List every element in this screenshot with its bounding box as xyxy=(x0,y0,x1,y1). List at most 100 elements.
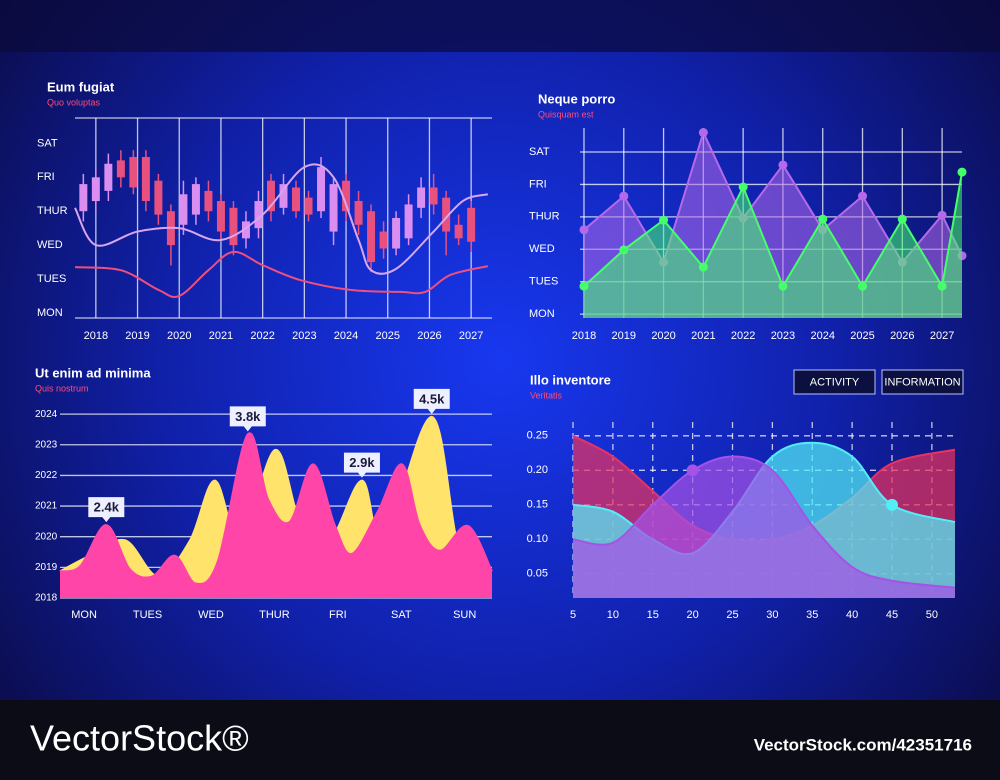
chart-title: Illo inventore xyxy=(530,372,611,387)
y-tick-label: MON xyxy=(529,308,555,320)
candle-body xyxy=(304,197,313,215)
line xyxy=(74,250,489,298)
y-tick-label: 2024 xyxy=(35,409,58,420)
y-tick-label: 0.05 xyxy=(527,568,548,580)
candle-body xyxy=(329,184,338,232)
y-tick-label: THUR xyxy=(529,211,560,223)
marker xyxy=(579,225,589,235)
marker xyxy=(937,210,947,220)
candle-body xyxy=(241,221,250,239)
candle-body xyxy=(91,177,100,202)
marker xyxy=(619,245,629,255)
y-tick-label: 0.15 xyxy=(527,499,548,511)
marker xyxy=(738,182,748,192)
y-tick-label: 2022 xyxy=(35,470,58,481)
candle-body xyxy=(367,211,376,263)
y-tick-label: MON xyxy=(37,307,63,319)
x-tick-label: 2022 xyxy=(731,330,755,342)
x-tick-label: 2022 xyxy=(250,330,274,342)
candle-body xyxy=(317,167,326,212)
x-tick-label: 2020 xyxy=(167,330,191,342)
x-tick-label: SAT xyxy=(391,609,412,621)
candle-body xyxy=(429,187,438,205)
candle-body xyxy=(254,201,263,229)
x-tick-label: 30 xyxy=(766,609,778,621)
y-tick-label: 0.25 xyxy=(527,430,548,442)
x-tick-label: 2021 xyxy=(209,330,233,342)
x-tick-label: 2025 xyxy=(850,330,874,342)
x-tick-label: 50 xyxy=(926,609,938,621)
chart-subtitle: Quis nostrum xyxy=(35,383,89,393)
y-tick-label: 2021 xyxy=(35,501,58,512)
candle-body xyxy=(392,218,401,249)
x-tick-label: 2019 xyxy=(125,330,149,342)
x-tick-label: 2019 xyxy=(612,330,636,342)
candle-body xyxy=(154,180,163,215)
candle-body xyxy=(279,184,288,208)
x-tick-label: 2026 xyxy=(417,330,441,342)
marker xyxy=(579,281,589,291)
x-tick-label: 5 xyxy=(570,609,576,621)
button[interactable] xyxy=(881,369,964,395)
x-tick-label: 10 xyxy=(607,609,619,621)
candle-body xyxy=(204,190,213,212)
chart-title: Eum fugiat xyxy=(47,79,115,94)
footer-logo: VectorStock® xyxy=(30,718,249,759)
y-tick-label: SAT xyxy=(37,137,58,149)
candle-body xyxy=(116,160,125,178)
x-tick-label: 2018 xyxy=(572,330,596,342)
line xyxy=(59,432,493,585)
button-label[interactable]: INFORMATION xyxy=(884,376,960,388)
marker xyxy=(778,160,788,170)
x-tick-label: 2023 xyxy=(771,330,795,342)
marker xyxy=(818,214,828,224)
marker xyxy=(957,167,967,177)
x-tick-label: 2024 xyxy=(334,330,358,342)
x-tick-label: SUN xyxy=(453,609,476,621)
candle-body xyxy=(141,156,150,202)
marker xyxy=(778,281,788,291)
candle-body xyxy=(379,231,388,249)
annotation-box xyxy=(413,388,450,414)
y-tick-label: THUR xyxy=(37,205,68,217)
x-tick-label: 20 xyxy=(686,609,698,621)
button-label[interactable]: ACTIVITY xyxy=(810,376,860,388)
candle-body xyxy=(354,201,363,225)
candle-body xyxy=(216,201,225,232)
y-tick-label: WED xyxy=(37,239,63,251)
candle-body xyxy=(79,184,88,212)
chart-subtitle: Veritatis xyxy=(530,390,563,400)
x-tick-label: 40 xyxy=(846,609,858,621)
x-tick-label: THUR xyxy=(259,609,290,621)
chart-title: Ut enim ad minima xyxy=(35,365,151,380)
annotation-box xyxy=(229,406,266,432)
marker xyxy=(897,214,907,224)
y-tick-label: 2018 xyxy=(35,593,58,604)
button[interactable] xyxy=(793,369,876,395)
candle-body xyxy=(467,207,476,242)
area xyxy=(573,456,955,598)
x-tick-label: 2026 xyxy=(890,330,914,342)
candle-body xyxy=(292,187,301,212)
x-tick-label: 2027 xyxy=(459,330,483,342)
area xyxy=(583,172,962,318)
x-tick-label: 2020 xyxy=(651,330,675,342)
y-tick-label: TUES xyxy=(37,273,66,285)
x-tick-label: 2018 xyxy=(84,330,108,342)
x-tick-label: FRI xyxy=(329,609,347,621)
candle-body xyxy=(266,180,275,212)
x-tick-label: 2025 xyxy=(376,330,400,342)
x-tick-label: WED xyxy=(198,609,224,621)
y-tick-label: 0.20 xyxy=(527,464,548,476)
footer-url: VectorStock.com/42351716 xyxy=(754,735,972,754)
marker xyxy=(659,215,669,225)
candle-body xyxy=(442,197,451,232)
chart-subtitle: Quisquam est xyxy=(538,109,594,119)
x-tick-label: 35 xyxy=(806,609,818,621)
annotation: 3.8k xyxy=(235,409,261,424)
line xyxy=(572,455,956,589)
y-tick-label: 2019 xyxy=(35,562,58,573)
candle-body xyxy=(342,180,351,212)
